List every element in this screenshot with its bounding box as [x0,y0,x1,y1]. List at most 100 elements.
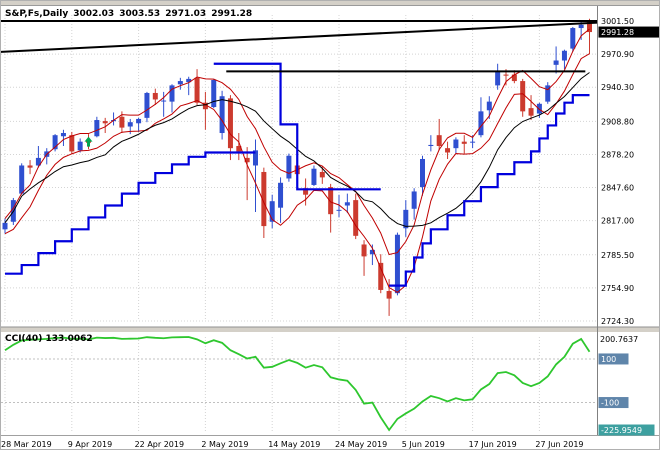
candle-body[interactable] [453,139,459,149]
candle-body[interactable] [27,165,33,168]
candle-body[interactable] [411,191,417,209]
candle-body[interactable] [278,182,284,208]
candle-body[interactable] [77,141,83,151]
trailing-stop-line[interactable] [389,94,590,287]
candle-body[interactable] [428,144,434,146]
candle-body[interactable] [503,74,509,76]
candle-body[interactable] [136,118,142,124]
date-axis-label[interactable]: 27 Jun 2019 [535,440,583,449]
candle-body[interactable] [436,135,442,146]
candle-body[interactable] [536,103,542,114]
date-axis-label[interactable]: 9 Apr 2019 [68,440,112,449]
candle-body[interactable] [578,24,584,29]
candle-body[interactable] [60,133,66,137]
panel-separator[interactable] [1,327,660,332]
candle-body[interactable] [528,108,534,116]
candle-body[interactable] [161,100,167,102]
candle-body[interactable] [587,20,592,33]
candle-body[interactable] [261,171,267,227]
candle-body[interactable] [286,155,292,179]
candle-body[interactable] [177,81,183,85]
candle-body[interactable] [19,165,25,194]
date-axis-label[interactable]: 14 May 2019 [268,440,320,449]
candle-body[interactable] [169,85,175,102]
candle-body[interactable] [495,71,501,86]
trailing-stop-line[interactable] [5,151,256,275]
candle-body[interactable] [378,262,384,290]
candle-body[interactable] [194,77,200,103]
candle-body[interactable] [445,148,451,153]
trendline[interactable] [1,21,598,53]
candle-body[interactable] [386,291,392,299]
date-axis-layer: 28 Mar 2019 9 Apr 2019 22 Apr 2019 2 May 20… [1,440,584,449]
cci-axis-layer: 200.7637 100 -100 -225.9549 [598,335,655,436]
candle-body[interactable] [35,157,41,166]
candle-body[interactable] [69,135,75,152]
cci-level-badge-text: 100 [601,355,616,364]
candle-body[interactable] [545,85,551,102]
candle-body[interactable] [127,122,133,127]
price-axis-label: 2878.20 [601,150,634,159]
candle-body[interactable] [152,92,158,100]
date-axis-label[interactable]: 28 Mar 2019 [1,440,52,449]
date-axis-label[interactable]: 17 Jun 2019 [469,440,517,449]
price-axis-label: 2817.00 [601,217,634,226]
price-axis-label: 2908.80 [601,117,634,126]
price-axis-label: 2847.60 [601,184,634,193]
date-axis-label[interactable]: 5 Jun 2019 [402,440,445,449]
trendline-layer [1,20,598,73]
cci-min-badge [598,424,655,436]
candle-body[interactable] [52,135,58,150]
candle-body[interactable] [319,171,325,178]
candle-body[interactable] [2,222,8,230]
candle-body[interactable] [253,150,258,166]
candle-body[interactable] [570,28,576,49]
date-axis-label[interactable]: 22 Apr 2019 [135,440,184,449]
candle-body[interactable] [236,146,242,152]
candle-body[interactable] [361,244,367,257]
candle-body[interactable] [353,200,359,236]
current-price-badge [598,26,659,38]
price-axis-label: 2754.90 [601,284,634,293]
candle-body[interactable] [511,74,517,82]
candle-body[interactable] [520,81,526,112]
price-axis-label: 3001.50 [601,17,634,26]
candle-body[interactable] [478,111,484,136]
candle-body[interactable] [244,157,250,163]
candle-body[interactable] [94,120,100,137]
candle-body[interactable] [186,78,192,83]
candle-body[interactable] [144,92,150,118]
candle-body[interactable] [486,101,492,111]
candle-body[interactable] [336,209,342,211]
ohlc-open: 3002.03 [73,9,115,19]
date-axis-label[interactable]: 2 May 2019 [201,440,248,449]
candle-body[interactable] [403,209,409,229]
candle-body[interactable] [344,202,350,206]
price-axis-label: 2724.30 [601,317,634,326]
cci-level-badge [598,397,629,409]
indicator-label-text: CCI(40) 133.0062 [5,334,93,344]
window-top-strip [1,1,659,6]
candle-body[interactable] [219,96,225,134]
candle-body[interactable] [420,158,425,188]
indicator-label: CCI(40) 133.0062 [5,334,93,344]
candle-body[interactable] [561,50,567,61]
candle-body[interactable] [369,249,375,255]
candle-body[interactable] [102,121,108,124]
candle-body[interactable] [394,234,400,294]
candle-body[interactable] [470,141,476,143]
candle-body[interactable] [461,141,467,144]
candle-body[interactable] [211,79,217,108]
trailing-stop-line[interactable] [213,62,381,191]
date-axis-label[interactable]: 24 May 2019 [335,440,387,449]
candle-body[interactable] [202,102,208,110]
candle-body[interactable] [311,168,317,185]
candle-body[interactable] [269,201,275,222]
grid-layer [1,15,597,431]
candle-body[interactable] [303,188,309,195]
candle-body[interactable] [119,116,125,128]
candle-body[interactable] [328,187,334,215]
candle-body[interactable] [553,60,559,65]
candle-body[interactable] [227,98,233,149]
